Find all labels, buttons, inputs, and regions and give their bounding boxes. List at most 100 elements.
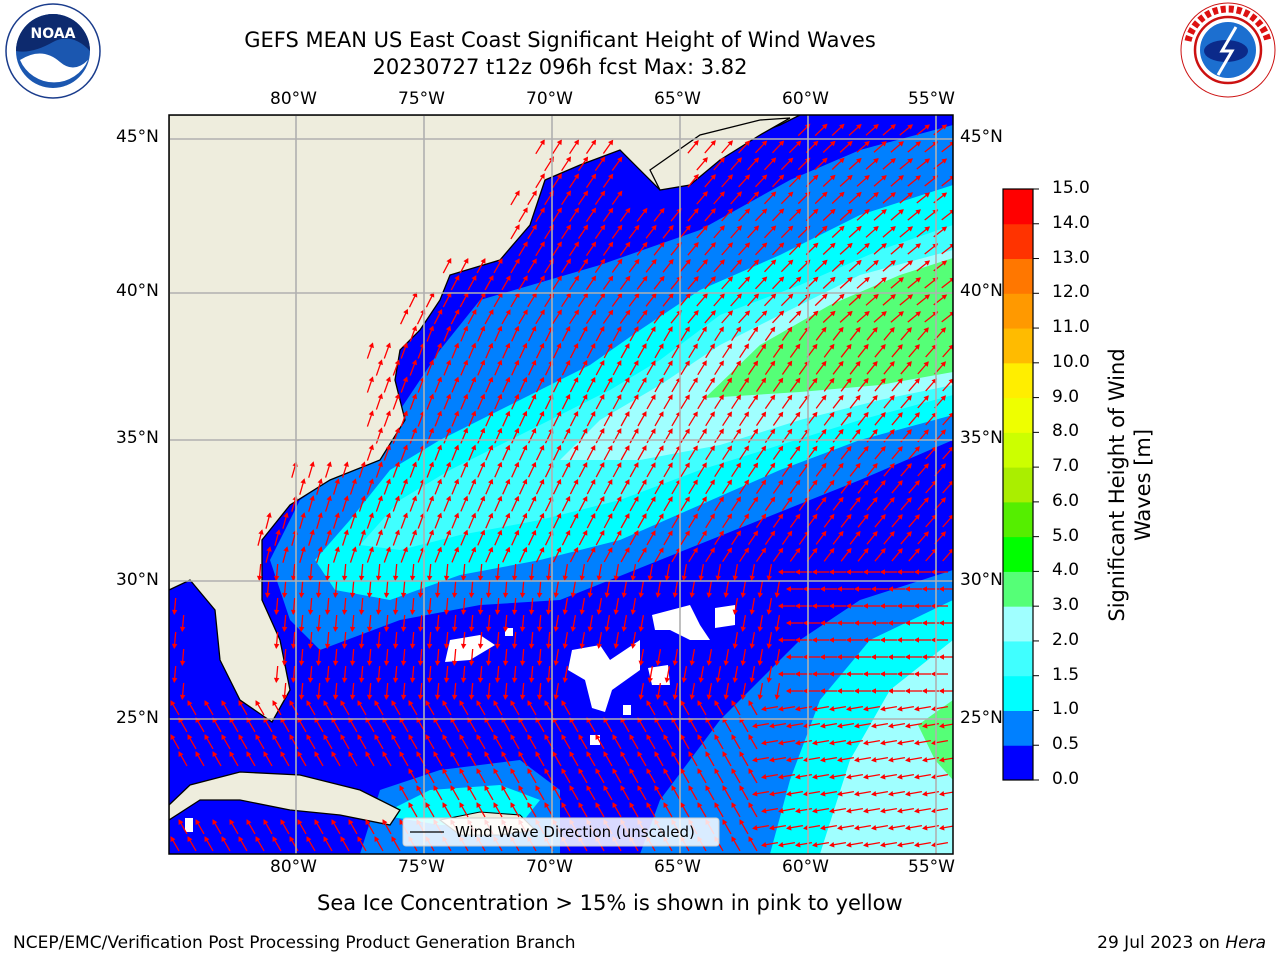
wind-wave-arrowhead: [897, 378, 903, 384]
wind-wave-arrowhead: [684, 428, 690, 435]
wind-wave-arrowhead: [573, 546, 579, 553]
wind-wave-arrowhead: [531, 190, 537, 197]
wind-wave-arrowhead: [688, 785, 694, 791]
wind-wave-arrowhead: [565, 529, 571, 536]
wind-wave-arrowhead: [795, 445, 801, 452]
wind-wave-arrowhead: [497, 529, 503, 536]
wind-wave-arrowhead: [634, 258, 640, 265]
wind-wave-arrowhead: [905, 722, 911, 729]
wind-wave-arrowhead: [349, 626, 356, 633]
wind-wave-arrowhead: [502, 592, 509, 599]
wind-wave-arrowhead: [314, 819, 320, 825]
wind-wave-arrowhead: [922, 790, 928, 797]
wind-wave-arrowhead: [426, 677, 433, 684]
wind-wave-arrowhead: [171, 677, 178, 684]
wind-wave-arrowhead: [829, 242, 836, 249]
wind-wave-arrowhead: [383, 660, 390, 667]
map-subtitle: 20230727 t12z 096h fcst Max: 3.82: [372, 55, 748, 79]
wind-wave-arrowhead: [786, 756, 792, 763]
wind-wave-arrowhead: [693, 207, 699, 214]
wind-wave-arrowhead: [629, 734, 635, 740]
wind-wave-arrowhead: [528, 643, 535, 650]
wind-wave-arrowhead: [697, 802, 703, 808]
wind-wave-arrowhead: [906, 463, 912, 469]
wind-wave-arrowhead: [718, 496, 724, 503]
wind-wave-arrowhead: [684, 530, 690, 537]
colorbar-segment: [1003, 675, 1033, 711]
wind-wave-arrowhead: [723, 660, 730, 666]
wind-wave-arrowhead: [896, 569, 902, 575]
wind-wave-arrowhead: [821, 123, 828, 130]
wind-wave-arrowhead: [847, 174, 853, 181]
wind-wave-arrowhead: [880, 343, 886, 350]
wind-wave-arrowhead: [870, 620, 876, 626]
wind-wave-arrowhead: [847, 208, 853, 215]
wind-wave-arrowhead: [630, 609, 637, 615]
wind-wave-arrowhead: [778, 513, 784, 520]
wind-wave-arrowhead: [528, 677, 535, 684]
wind-wave-arrowhead: [638, 626, 645, 632]
wind-wave-arrowhead: [671, 751, 677, 757]
wind-wave-arrowhead: [502, 660, 509, 667]
wind-wave-arrowhead: [702, 191, 708, 197]
wind-wave-arrowhead: [896, 671, 902, 677]
wind-wave-arrowhead: [904, 586, 910, 592]
wind-wave-arrowhead: [343, 529, 349, 536]
wind-wave-arrowhead: [607, 411, 613, 417]
wind-wave-arrowhead: [402, 512, 408, 519]
wind-wave-arrowhead: [787, 225, 794, 232]
wind-wave-arrowhead: [451, 660, 458, 667]
wind-wave-arrowhead: [770, 360, 776, 367]
wind-wave-arrowhead: [634, 292, 640, 299]
wind-wave-arrowhead: [871, 756, 877, 763]
wind-wave-arrowhead: [187, 734, 193, 740]
wind-wave-arrowhead: [744, 276, 751, 282]
wind-wave-arrowhead: [417, 592, 424, 599]
wind-wave-arrowhead: [907, 158, 914, 164]
wind-wave-arrowhead: [480, 461, 486, 468]
wind-wave-arrowhead: [459, 768, 465, 774]
wind-wave-arrowhead: [839, 293, 845, 300]
wind-wave-arrowhead: [179, 694, 186, 701]
wind-wave-arrowhead: [829, 208, 836, 215]
wind-wave-arrowhead: [736, 225, 742, 231]
wind-wave-arrowhead: [757, 626, 764, 632]
wind-wave-arrowhead: [394, 529, 400, 536]
wind-wave-arrowhead: [309, 461, 315, 467]
noaa-logo-text: NOAA: [31, 26, 76, 42]
wind-wave-arrowhead: [612, 768, 618, 774]
wind-wave-arrowhead: [522, 241, 528, 247]
wind-wave-arrowhead: [731, 802, 737, 808]
wind-wave-arrowhead: [528, 609, 535, 616]
wind-wave-arrowhead: [888, 824, 894, 831]
wind-wave-arrowhead: [453, 376, 460, 383]
lat-label-left-35n: 35°N: [116, 428, 159, 448]
wind-wave-arrowhead: [739, 819, 745, 825]
wind-wave-arrowhead: [433, 785, 439, 791]
wind-wave-arrowhead: [812, 739, 818, 746]
map-legend: Wind Wave Direction (unscaled): [402, 817, 720, 847]
wind-wave-arrowhead: [787, 157, 794, 164]
wind-wave-arrowhead: [702, 259, 708, 265]
wind-wave-arrowhead: [514, 359, 520, 366]
wind-wave-arrowhead: [749, 643, 756, 649]
wind-wave-arrowhead: [744, 140, 751, 146]
wind-wave-arrowhead: [811, 671, 817, 677]
wind-wave-arrowhead: [488, 444, 494, 451]
wind-wave-arrowhead: [853, 586, 859, 592]
wind-wave-arrowhead: [863, 547, 869, 554]
wind-wave-arrowhead: [658, 343, 664, 349]
wind-wave-arrowhead: [385, 376, 391, 383]
wind-wave-arrowhead: [719, 259, 725, 265]
wind-wave-arrowhead: [385, 546, 391, 553]
wind-wave-arrowhead: [770, 191, 777, 198]
wind-wave-arrowhead: [315, 626, 322, 633]
wind-wave-arrowhead: [769, 824, 775, 831]
wind-wave-arrowhead: [578, 768, 584, 774]
wind-wave-arrowhead: [778, 310, 785, 317]
wind-wave-arrowhead: [655, 592, 662, 598]
wind-wave-arrowhead: [383, 626, 390, 633]
wind-wave-arrowhead: [434, 626, 441, 633]
wind-wave-arrowhead: [785, 586, 791, 592]
wind-wave-arrowhead: [442, 700, 448, 706]
